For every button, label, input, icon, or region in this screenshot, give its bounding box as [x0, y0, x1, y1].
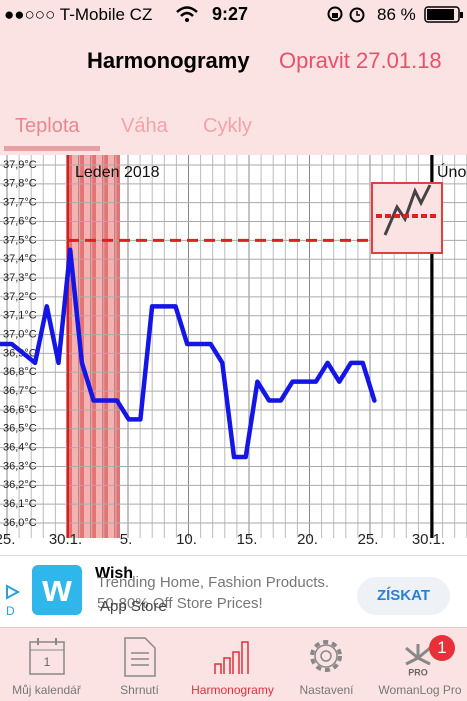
status-bar: ●●○○○ T-Mobile CZ	[4, 5, 152, 25]
ad-title: Wish	[95, 565, 134, 582]
y-tick-label: 37,5°C	[3, 234, 37, 246]
pro-icon[interactable]: PRO	[398, 640, 438, 680]
y-tick-label: 36,0°C	[3, 517, 37, 529]
ad-store-text: App Store	[100, 598, 167, 615]
x-tick-label: 5.	[120, 531, 133, 548]
wifi-icon	[176, 6, 198, 22]
y-tick-label: 37,1°C	[3, 310, 37, 322]
ad-line: 50-80% Off Store Prices!	[97, 595, 263, 612]
battery-icon	[424, 6, 463, 23]
calendar-icon[interactable]: 1	[28, 636, 68, 678]
tab[interactable]: Teplota	[15, 115, 80, 137]
x-tick-label: 30.1.	[412, 531, 445, 548]
header-bg	[0, 0, 467, 155]
badge: 1	[429, 635, 455, 661]
ad-store: App Store	[100, 598, 167, 615]
y-tick-label: 37,9°C	[3, 159, 37, 171]
svg-text:D: D	[6, 604, 15, 618]
tab-label[interactable]: Harmonogramy	[191, 683, 274, 697]
y-tick-label: 37,6°C	[3, 215, 37, 227]
time: 9:27	[212, 4, 249, 24]
carrier: T-Mobile CZ	[59, 5, 153, 24]
y-tick-label: 36,7°C	[3, 385, 37, 397]
period-band	[96, 155, 102, 538]
tab-indicator	[4, 146, 100, 151]
temperature-line	[0, 247, 377, 460]
y-tick-label: 37,3°C	[3, 272, 37, 284]
y-tick-label: 37,2°C	[3, 291, 37, 303]
period-band	[102, 155, 108, 538]
period-band	[108, 155, 114, 538]
signal: ●●○○○	[4, 5, 56, 24]
month-label: Leden 2018	[75, 164, 160, 181]
y-tick-label: 37,0°C	[3, 328, 37, 340]
x-tick-label: 25.	[358, 531, 379, 548]
summary-icon[interactable]	[122, 636, 158, 678]
nav-action[interactable]: Opravit 27.01.18	[279, 48, 442, 73]
x-tick-label: 25.	[0, 531, 15, 548]
y-tick-label: 36,1°C	[3, 498, 37, 510]
period-band	[72, 155, 78, 538]
y-tick-label: 36,4°C	[3, 442, 37, 454]
y-tick-label: 36,5°C	[3, 423, 37, 435]
x-tick-label: 20.	[297, 531, 318, 548]
tab[interactable]: Cykly	[203, 115, 252, 137]
tab[interactable]: Váha	[121, 115, 168, 137]
month-label: Úno	[437, 162, 466, 181]
x-tick-label: 30.1.	[49, 531, 82, 548]
settings-icon[interactable]	[306, 636, 346, 676]
toggle-glyph	[383, 184, 432, 236]
calendar-icon-text: 1	[44, 655, 51, 669]
y-tick-label: 37,4°C	[3, 253, 37, 265]
ad-button[interactable]: ZÍSKAT	[357, 577, 450, 615]
temperature-chart: 37,9°C 37,8°C 37,7°C 37,6°C 37,5°C 37,4°C 37,3…	[0, 155, 467, 553]
y-tick-label: 37,7°C	[3, 197, 37, 209]
tab-label[interactable]: WomanLog Pro	[378, 683, 462, 697]
tab-label[interactable]: Můj kalendář	[12, 683, 81, 697]
pro-text: PRO	[408, 667, 428, 677]
chart-icon[interactable]	[212, 638, 254, 676]
period-band	[84, 155, 90, 538]
period-band	[114, 155, 120, 538]
period-band	[90, 155, 96, 538]
x-tick-label: 15.	[237, 531, 258, 548]
y-tick-label: 37,8°C	[3, 178, 37, 190]
y-tick-label: 36,8°C	[3, 366, 37, 378]
ad-text: Trending Home, Fashion Products. 50-80% O…	[97, 572, 329, 614]
tab-label[interactable]: Shrnutí	[120, 683, 159, 697]
ad-logo: w	[32, 565, 82, 615]
battery-level: 86 %	[377, 5, 416, 24]
ad-choices[interactable]: D	[3, 583, 23, 619]
status-icons	[327, 6, 365, 23]
nav-title: Harmonogramy	[87, 48, 250, 73]
x-tick-label: 10.	[176, 531, 197, 548]
y-tick-label: 36,6°C	[3, 404, 37, 416]
tab-label[interactable]: Nastavení	[299, 683, 354, 697]
y-tick-label: 36,3°C	[3, 460, 37, 472]
ad-line: Trending Home, Fashion Products.	[97, 574, 330, 591]
y-tick-label: 36,2°C	[3, 479, 37, 491]
